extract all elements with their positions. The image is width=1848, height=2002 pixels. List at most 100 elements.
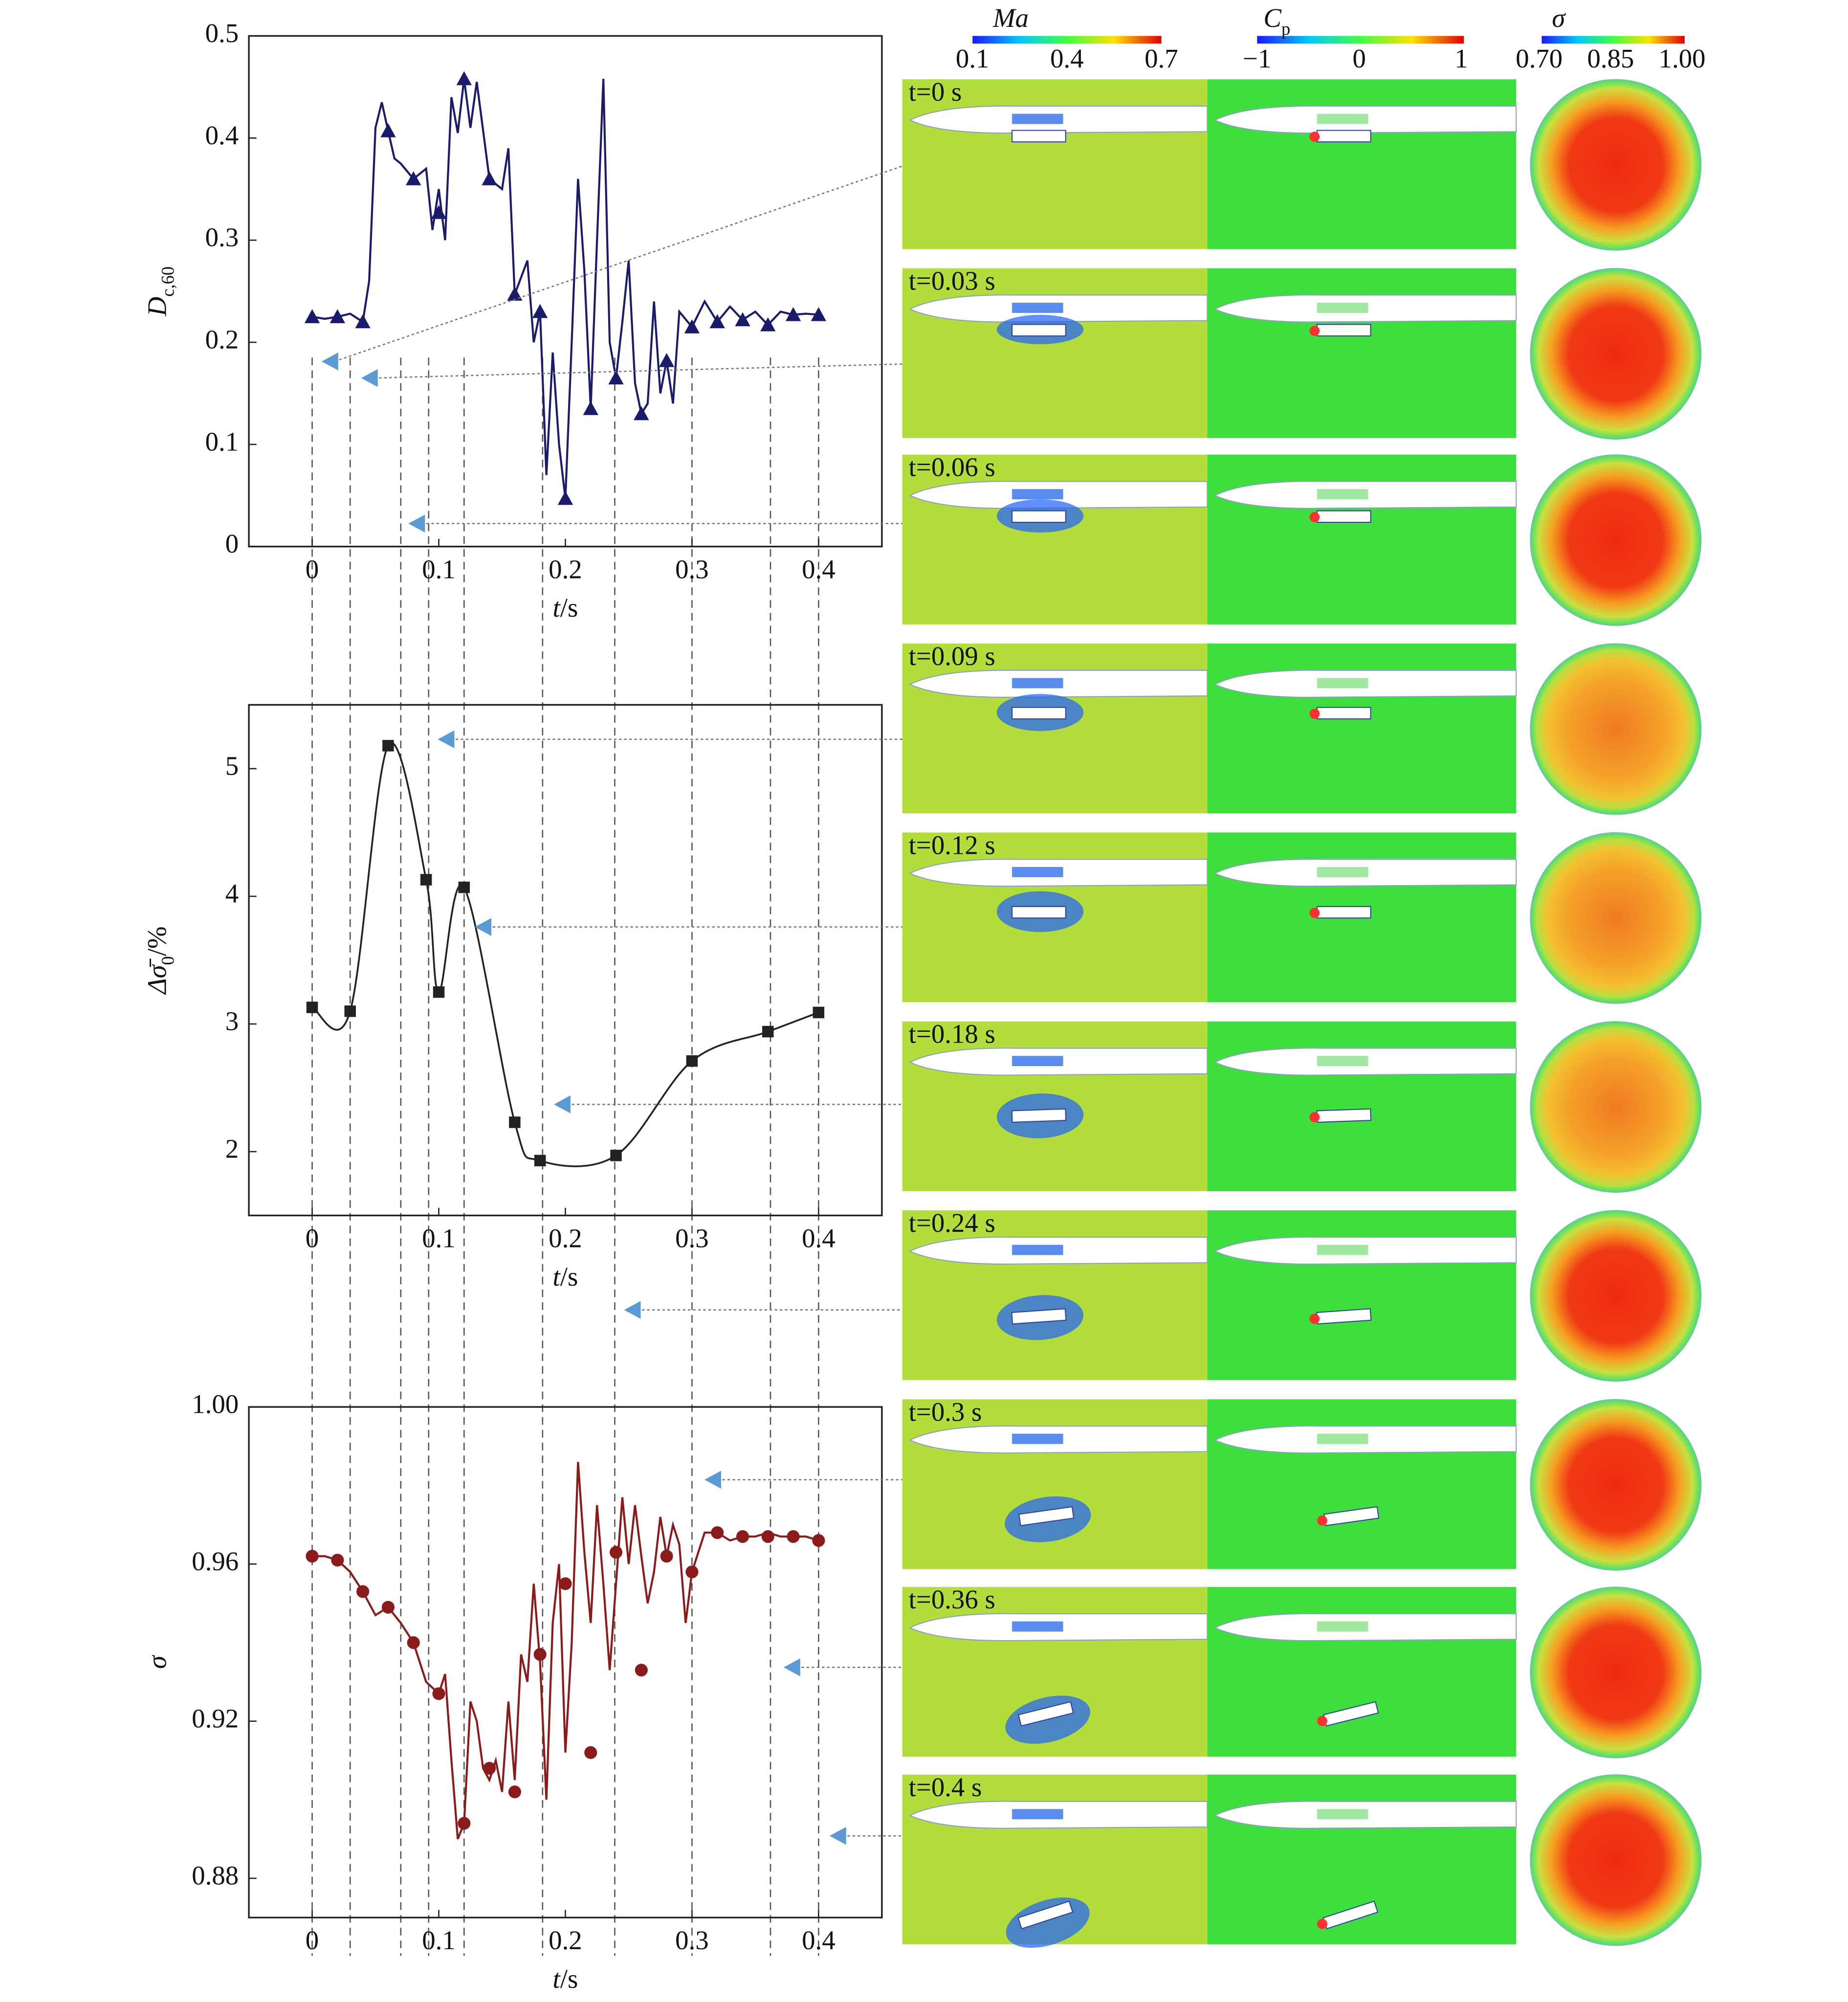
total-pressure-map	[1530, 454, 1702, 626]
x-tick-label: 0	[306, 1223, 319, 1253]
time-label: t=0 s	[909, 77, 962, 107]
inlet	[1012, 867, 1063, 877]
store	[1012, 707, 1066, 720]
inlet	[1317, 1621, 1368, 1632]
marker	[433, 986, 445, 998]
marker	[458, 881, 470, 893]
colorbar-title-part: σ	[1552, 3, 1566, 33]
time-label: t=0.06 s	[909, 452, 995, 482]
y-axis-label-part: c,60	[157, 267, 177, 297]
y-tick-label: 0.92	[192, 1703, 239, 1733]
inlet	[1012, 1245, 1063, 1255]
time-label: t=0.12 s	[909, 830, 995, 860]
stagnation	[1309, 1313, 1320, 1324]
arrow-line	[334, 165, 903, 362]
colorbar-title-part: C	[1263, 3, 1282, 33]
store	[1017, 1900, 1074, 1930]
store	[1316, 510, 1371, 523]
contour-bg	[1207, 1774, 1517, 1945]
marker	[583, 401, 598, 415]
marker	[420, 874, 432, 886]
marker	[762, 1025, 774, 1038]
stagnation	[1317, 1515, 1327, 1526]
y-axis-label: Dc,60	[142, 267, 177, 316]
y-tick-label: 0.1	[205, 426, 239, 456]
time-label: t=0.24 s	[909, 1208, 995, 1238]
marker	[684, 319, 700, 334]
stagnation	[1309, 326, 1320, 336]
series-line	[312, 1462, 819, 1840]
marker	[344, 1005, 356, 1017]
stagnation	[1309, 512, 1320, 523]
stagnation	[1317, 1918, 1327, 1929]
x-tick-label: 0.1	[422, 554, 456, 584]
plot-frame	[248, 35, 883, 548]
inlet	[1012, 1056, 1063, 1067]
marker	[660, 1550, 673, 1563]
colorbar-title: Cp	[1263, 3, 1290, 39]
x-tick-label: 0.2	[549, 1925, 582, 1955]
marker	[330, 309, 345, 323]
arrow-head	[624, 1301, 641, 1319]
y-tick-label: 0	[225, 529, 239, 558]
marker	[608, 370, 624, 385]
arrow-head	[704, 1470, 721, 1489]
contour-bg	[1207, 454, 1517, 624]
chart: 2 3 4 5 0 0.1 0.2 0.3 0.4 t/s Δσ̄0/%	[142, 704, 883, 1291]
inlet	[1317, 1433, 1368, 1444]
marker	[380, 123, 396, 137]
x-axis-label-part: t	[553, 593, 561, 623]
colorbar-title: σ	[1552, 3, 1566, 33]
inlet	[1317, 489, 1368, 500]
arrow-head	[361, 369, 378, 387]
marker	[557, 490, 573, 505]
store	[1316, 1108, 1372, 1123]
marker	[736, 1530, 749, 1543]
chart: 0.88 0.92 0.96 1.00 0 0.1 0.2 0.3 0.4 t/s σ	[142, 1389, 883, 1993]
colorbar	[1257, 36, 1464, 44]
y-axis-label: Δσ̄0/%	[142, 926, 177, 995]
contour-bg	[1207, 1210, 1517, 1380]
time-label: t=0.09 s	[909, 641, 995, 671]
stagnation	[1317, 1715, 1327, 1726]
x-tick-label: 0.1	[422, 1223, 456, 1253]
marker	[507, 287, 523, 301]
x-tick-label: 0.2	[549, 554, 582, 584]
contour-bg	[1207, 268, 1517, 438]
x-axis-label-part: t	[553, 1262, 561, 1291]
total-pressure-map	[1530, 643, 1702, 815]
y-tick-label: 0.4	[205, 120, 239, 150]
inlet	[1317, 1056, 1368, 1067]
marker	[431, 205, 447, 219]
inlet	[1317, 1245, 1368, 1255]
marker	[331, 1554, 344, 1567]
x-axis-label-part: t	[553, 1963, 561, 1993]
marker	[456, 71, 472, 86]
store	[1018, 1506, 1075, 1526]
x-axis-label-part: /s	[560, 1262, 578, 1291]
inlet	[1012, 489, 1063, 500]
inlet	[1317, 678, 1368, 689]
colorbar-tick-label: 0.4	[1050, 44, 1084, 73]
store	[1012, 130, 1066, 143]
inlet	[1012, 1809, 1063, 1820]
plot-frame	[248, 1406, 883, 1919]
marker	[634, 406, 649, 421]
marker	[787, 1530, 800, 1543]
y-tick-label: 5	[225, 751, 239, 780]
store	[1316, 707, 1371, 720]
marker	[534, 1155, 546, 1167]
marker	[812, 1534, 825, 1547]
total-pressure-map	[1530, 1586, 1702, 1758]
inlet	[1317, 113, 1368, 124]
inlet	[1012, 113, 1063, 124]
colorbar-tick-label: 0.70	[1516, 44, 1562, 73]
marker	[406, 171, 421, 185]
total-pressure-map	[1530, 79, 1702, 251]
marker	[356, 1585, 370, 1598]
chart: 0 0.1 0.2 0.3 0.4 0.5 0 0.1 0.2 0.3 0.4 t/s Dc,60	[142, 18, 883, 623]
marker	[609, 1546, 623, 1559]
y-tick-label: 2	[225, 1134, 239, 1164]
y-tick-label: 0.2	[205, 325, 239, 355]
marker	[355, 314, 371, 329]
